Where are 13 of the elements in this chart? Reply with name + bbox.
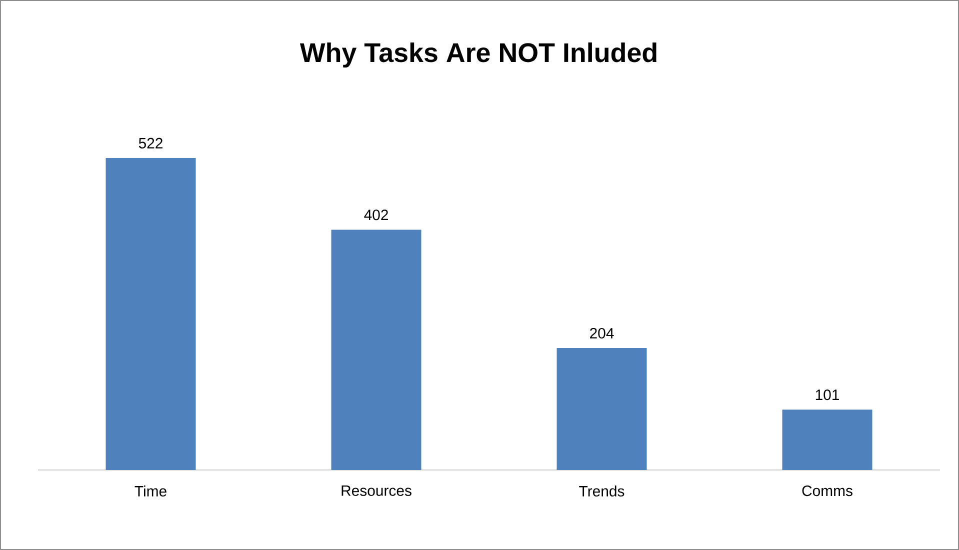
bar (556, 348, 647, 470)
bar (331, 230, 422, 470)
x-tick-label: Resources (342, 486, 412, 496)
x-tick-label: Time (134, 486, 166, 496)
x-tick-label: Comms (802, 486, 852, 496)
chart-title: Why Tasks Are NOT Inluded (300, 42, 656, 68)
data-label: 101 (816, 390, 839, 400)
x-tick-label: Trends (579, 486, 624, 496)
bar (782, 410, 872, 470)
data-label: 522 (138, 138, 162, 148)
bar (106, 158, 196, 470)
data-label: 402 (364, 210, 388, 220)
data-label: 204 (590, 328, 614, 339)
